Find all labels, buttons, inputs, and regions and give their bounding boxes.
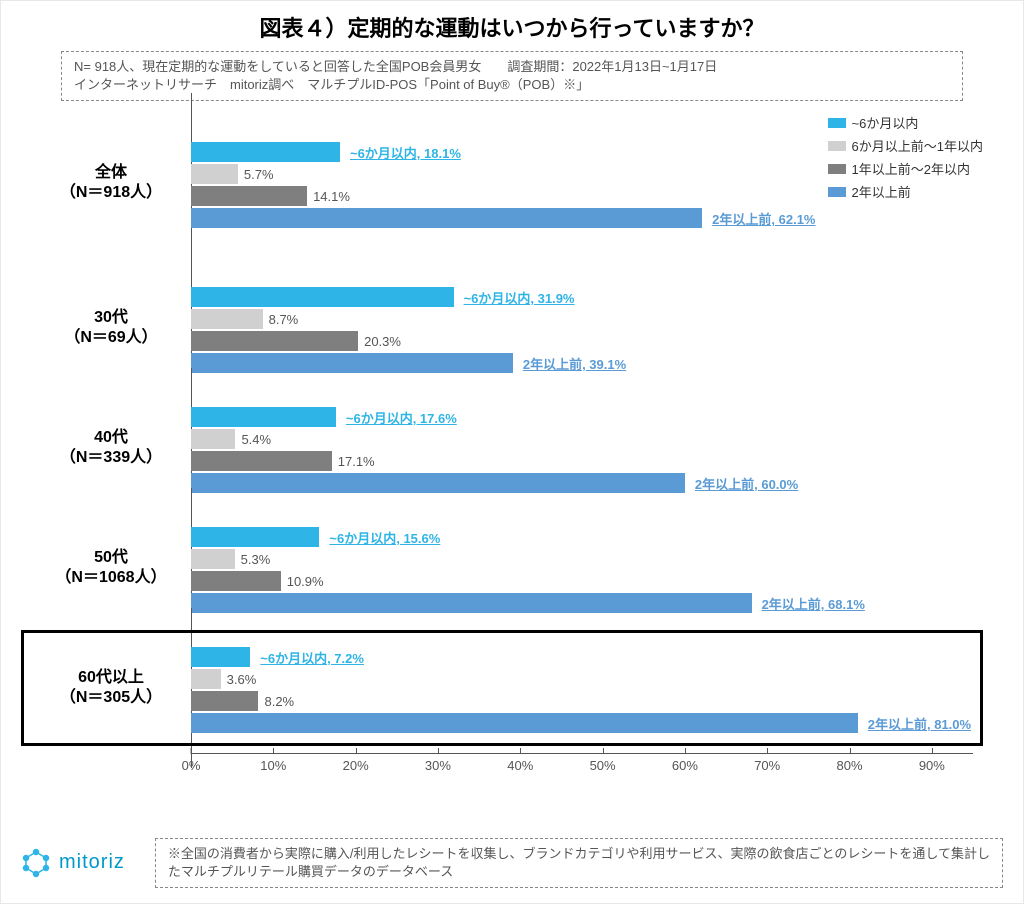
x-tick: 0% [182, 754, 201, 773]
bar: 20.3% [191, 331, 973, 351]
bar: ~6か月以内, 18.1% [191, 142, 973, 162]
bar-fill [191, 473, 685, 493]
bar-fill [191, 164, 238, 184]
bar: 8.7% [191, 309, 973, 329]
x-tick: 50% [590, 754, 616, 773]
bar-fill [191, 713, 858, 733]
group-label: 50代（N＝1068人） [31, 548, 191, 590]
bar-value-label: ~6か月以内, 17.6% [346, 408, 457, 427]
bar-fill [191, 669, 221, 689]
bars-wrap: ~6か月以内, 31.9% 8.7% 20.3% 2年以上前, 39.1% [191, 268, 973, 388]
bar-fill [191, 287, 454, 307]
footer: mitoriz ※全国の消費者から実際に購入/利用したレシートを収集し、ブランド… [21, 838, 1003, 888]
bar-fill [191, 571, 281, 591]
bar: 2年以上前, 62.1% [191, 208, 973, 228]
bar: ~6か月以内, 7.2% [191, 647, 973, 667]
logo-text: mitoriz [59, 851, 125, 874]
bars-wrap: ~6か月以内, 18.1% 5.7% 14.1% 2年以上前, 62.1% [191, 113, 973, 253]
bar-fill [191, 331, 358, 351]
x-tick: 80% [837, 754, 863, 773]
bar: ~6か月以内, 17.6% [191, 407, 973, 427]
bar-value-label: ~6か月以内, 18.1% [350, 143, 461, 162]
bar-fill [191, 429, 235, 449]
bars-wrap: ~6か月以内, 17.6% 5.4% 17.1% 2年以上前, 60.0% [191, 388, 973, 508]
bar-value-label: 2年以上前, 81.0% [868, 714, 971, 733]
bar-value-label: 2年以上前, 39.1% [523, 354, 626, 373]
bar: ~6か月以内, 15.6% [191, 527, 973, 547]
chart-title: 図表４）定期的な運動はいつから行っていますか？ [21, 11, 1003, 43]
bar-value-label: ~6か月以内, 15.6% [329, 528, 440, 547]
bar-group: 40代（N＝339人） ~6か月以内, 17.6% 5.4% 17.1% 2年以上前, … [31, 388, 973, 508]
bar-value-label: 2年以上前, 62.1% [712, 209, 815, 228]
bar: ~6か月以内, 31.9% [191, 287, 973, 307]
bar-fill [191, 353, 513, 373]
chart-area: ~6か月以内6か月以上前～1年以内1年以上前～2年以内2年以上前 全体（N＝91… [31, 113, 973, 783]
bar-fill [191, 208, 702, 228]
group-label: 全体（N＝918人） [31, 163, 191, 205]
bar: 2年以上前, 68.1% [191, 593, 973, 613]
bar-fill [191, 451, 332, 471]
x-tick: 40% [507, 754, 533, 773]
group-label: 40代（N＝339人） [31, 428, 191, 470]
bar-fill [191, 647, 250, 667]
x-tick: 10% [260, 754, 286, 773]
bar-groups: 全体（N＝918人） ~6か月以内, 18.1% 5.7% 14.1% 2年以上前, 6… [31, 113, 973, 753]
x-tick: 30% [425, 754, 451, 773]
bar-fill [191, 309, 263, 329]
x-axis: 0%10%20%30%40%50%60%70%80%90% [191, 753, 973, 783]
bar-fill [191, 527, 319, 547]
bar-fill [191, 407, 336, 427]
bar-value-label: 14.1% [313, 189, 350, 204]
bar-group: 60代以上（N＝305人） ~6か月以内, 7.2%3.6% 8.2% 2年以上前, … [31, 628, 973, 748]
bar: 5.3% [191, 549, 973, 569]
bar-value-label: 5.7% [244, 167, 274, 182]
footnote-box: ※全国の消費者から実際に購入/利用したレシートを収集し、ブランドカテゴリや利用サ… [155, 838, 1003, 888]
bar-value-label: 10.9% [287, 574, 324, 589]
bars-wrap: ~6か月以内, 7.2%3.6% 8.2% 2年以上前, 81.0% [191, 628, 973, 748]
x-tick: 70% [754, 754, 780, 773]
bar-value-label: 3.6% [227, 672, 257, 687]
info-line-2: インターネットリサーチ mitoriz調べ マルチプルID-POS「Point … [74, 76, 950, 94]
x-tick: 60% [672, 754, 698, 773]
bar: 10.9% [191, 571, 973, 591]
bar-value-label: ~6か月以内, 31.9% [464, 288, 575, 307]
bar-value-label: 17.1% [338, 454, 375, 469]
survey-info-box: N= 918人、現在定期的な運動をしていると回答した全国POB会員男女 調査期間… [61, 51, 963, 101]
bar: 5.7% [191, 164, 973, 184]
bar-value-label: 8.7% [269, 312, 299, 327]
bar: 5.4% [191, 429, 973, 449]
bar: 2年以上前, 39.1% [191, 353, 973, 373]
bar: 3.6% [191, 669, 973, 689]
bar-fill [191, 186, 307, 206]
x-tick: 20% [343, 754, 369, 773]
bar: 2年以上前, 60.0% [191, 473, 973, 493]
info-line-1: N= 918人、現在定期的な運動をしていると回答した全国POB会員男女 調査期間… [74, 58, 950, 76]
bar-value-label: ~6か月以内, 7.2% [260, 648, 364, 667]
bar-value-label: 8.2% [264, 694, 294, 709]
group-label: 30代（N＝69人） [31, 308, 191, 350]
bar-group: 全体（N＝918人） ~6か月以内, 18.1% 5.7% 14.1% 2年以上前, 6… [31, 113, 973, 253]
bar: 8.2% [191, 691, 973, 711]
bar-fill [191, 691, 258, 711]
bar-value-label: 2年以上前, 68.1% [762, 594, 865, 613]
x-tick: 90% [919, 754, 945, 773]
bar-value-label: 5.3% [241, 552, 271, 567]
bar-fill [191, 142, 340, 162]
bar-group: 50代（N＝1068人） ~6か月以内, 15.6% 5.3% 10.9% 2年以上前,… [31, 508, 973, 628]
bar-fill [191, 593, 752, 613]
bars-wrap: ~6か月以内, 15.6% 5.3% 10.9% 2年以上前, 68.1% [191, 508, 973, 628]
logo-icon [21, 848, 51, 878]
bar-group: 30代（N＝69人） ~6か月以内, 31.9% 8.7% 20.3% 2年以上前, 3… [31, 268, 973, 388]
bar: 17.1% [191, 451, 973, 471]
group-label: 60代以上（N＝305人） [31, 668, 191, 710]
bar-value-label: 5.4% [241, 432, 271, 447]
bar-fill [191, 549, 235, 569]
bar: 2年以上前, 81.0% [191, 713, 973, 733]
bar-value-label: 20.3% [364, 334, 401, 349]
bar-value-label: 2年以上前, 60.0% [695, 474, 798, 493]
mitoriz-logo: mitoriz [21, 848, 125, 878]
bar: 14.1% [191, 186, 973, 206]
